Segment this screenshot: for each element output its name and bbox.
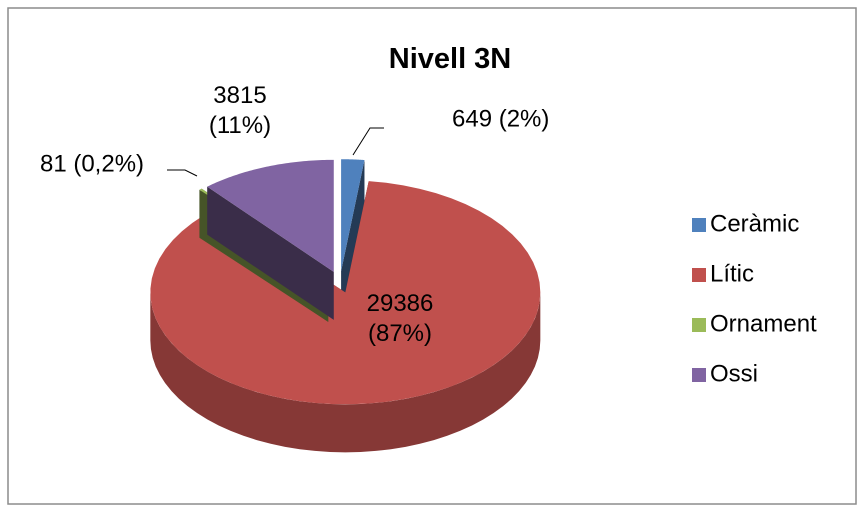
slice-side (207, 186, 334, 320)
legend-label: Ossi (710, 360, 758, 387)
slice-side (341, 160, 365, 320)
legend-swatch (692, 268, 706, 282)
slice-top (341, 159, 365, 272)
legend-label: Ceràmic (710, 210, 799, 237)
leader-line (352, 127, 384, 156)
data-label: 29386 (87%) (367, 290, 434, 347)
leader-line (167, 169, 198, 177)
pie-slice (207, 159, 334, 320)
slice-wall (150, 292, 541, 453)
legend-swatch (692, 368, 706, 382)
legend-label: Ornament (710, 310, 817, 337)
data-label: 3815 (11%) (209, 82, 271, 139)
slice-top (207, 159, 334, 272)
data-label: 81 (0,2%) (40, 150, 144, 177)
chart-title: Nivell 3N (389, 43, 512, 75)
pie-slice (341, 159, 365, 320)
data-label: 649 (2%) (452, 105, 549, 132)
legend-swatch (692, 218, 706, 232)
legend-swatch (692, 318, 706, 332)
legend-label: Lític (710, 260, 754, 287)
